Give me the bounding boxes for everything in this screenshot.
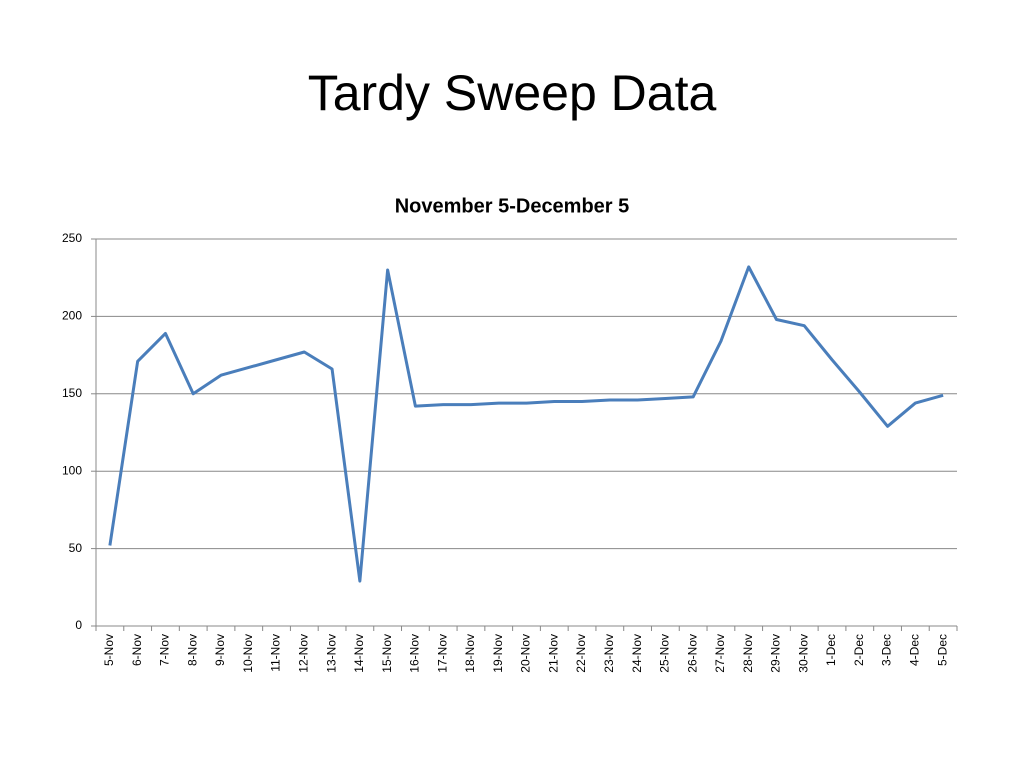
x-tick-label: 5-Nov bbox=[102, 634, 116, 666]
x-tick-label: 3-Dec bbox=[880, 634, 894, 666]
y-tick-label: 250 bbox=[62, 231, 82, 245]
x-tick-label: 21-Nov bbox=[546, 634, 560, 673]
x-tick-label: 13-Nov bbox=[324, 634, 338, 673]
y-tick-label: 200 bbox=[62, 309, 82, 323]
x-tick-label: 17-Nov bbox=[435, 634, 449, 673]
x-tick-label: 2-Dec bbox=[852, 634, 866, 666]
y-tick-label: 50 bbox=[69, 541, 83, 555]
x-tick-label: 7-Nov bbox=[158, 634, 172, 666]
x-tick-label: 23-Nov bbox=[602, 634, 616, 673]
slide-title: Tardy Sweep Data bbox=[308, 65, 717, 121]
x-tick-label: 5-Dec bbox=[935, 634, 949, 666]
y-tick-label: 100 bbox=[62, 463, 82, 477]
x-tick-label: 1-Dec bbox=[824, 634, 838, 666]
chart-title: November 5-December 5 bbox=[395, 195, 630, 217]
x-tick-label: 9-Nov bbox=[213, 634, 227, 666]
x-tick-label: 19-Nov bbox=[491, 634, 505, 673]
data-line bbox=[108, 265, 944, 583]
x-tick-label: 8-Nov bbox=[185, 634, 199, 666]
x-tick-label: 20-Nov bbox=[519, 634, 533, 673]
x-tick-label: 4-Dec bbox=[908, 634, 922, 666]
x-tick-label: 30-Nov bbox=[796, 634, 810, 673]
x-tick-label: 22-Nov bbox=[574, 634, 588, 673]
x-tick-label: 27-Nov bbox=[713, 634, 727, 673]
x-tick-label: 29-Nov bbox=[769, 634, 783, 673]
x-tick-label: 6-Nov bbox=[130, 634, 144, 666]
x-tick-label: 12-Nov bbox=[296, 634, 310, 673]
x-tick-label: 15-Nov bbox=[380, 634, 394, 673]
x-tick-label: 24-Nov bbox=[630, 634, 644, 673]
x-tick-label: 16-Nov bbox=[408, 634, 422, 673]
x-tick-label: 11-Nov bbox=[269, 634, 283, 672]
y-tick-label: 0 bbox=[75, 618, 82, 632]
x-tick-label: 25-Nov bbox=[658, 634, 672, 673]
x-tick-label: 26-Nov bbox=[685, 634, 699, 673]
x-tick-label: 10-Nov bbox=[241, 634, 255, 673]
x-tick-label: 18-Nov bbox=[463, 634, 477, 673]
x-tick-label: 28-Nov bbox=[741, 634, 755, 673]
y-tick-label: 150 bbox=[62, 386, 82, 400]
x-tick-label: 14-Nov bbox=[352, 634, 366, 673]
